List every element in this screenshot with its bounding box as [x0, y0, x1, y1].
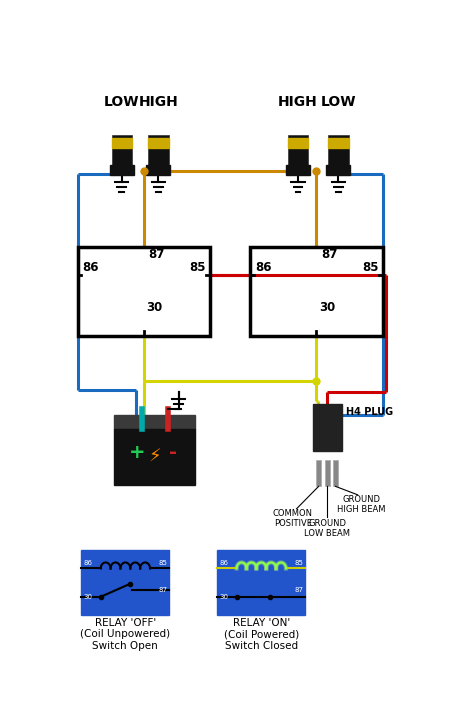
Text: GROUND
HIGH BEAM: GROUND HIGH BEAM — [337, 495, 385, 514]
Text: 86: 86 — [255, 261, 272, 274]
Text: LOW: LOW — [104, 95, 139, 108]
Bar — [78, 246, 210, 337]
Text: 30: 30 — [83, 594, 92, 600]
Bar — [114, 429, 195, 485]
Text: 85: 85 — [190, 261, 206, 274]
Text: HIGH: HIGH — [278, 95, 318, 108]
Text: 86: 86 — [82, 261, 99, 274]
Bar — [316, 459, 321, 486]
Text: 87: 87 — [159, 587, 168, 593]
Text: 85: 85 — [362, 261, 379, 274]
Text: RELAY 'OFF'
(Coil Unpowered)
Switch Open: RELAY 'OFF' (Coil Unpowered) Switch Open — [80, 618, 171, 651]
Bar — [110, 165, 134, 175]
Bar — [333, 459, 338, 486]
Bar — [288, 134, 308, 175]
Text: 87: 87 — [321, 249, 337, 262]
Bar — [325, 459, 330, 486]
Text: 87: 87 — [294, 587, 303, 593]
Bar — [327, 165, 350, 175]
Bar — [148, 137, 169, 148]
Bar — [286, 165, 310, 175]
Bar — [328, 137, 348, 148]
Text: -: - — [169, 443, 176, 462]
Text: 86: 86 — [219, 560, 228, 566]
Text: 85: 85 — [159, 560, 168, 566]
Text: GROUND
LOW BEAM: GROUND LOW BEAM — [304, 519, 350, 538]
Text: 30: 30 — [219, 594, 228, 600]
Bar — [146, 165, 170, 175]
Bar — [250, 246, 383, 337]
Text: HIGH: HIGH — [138, 95, 178, 108]
Text: RELAY 'ON'
(Coil Powered)
Switch Closed: RELAY 'ON' (Coil Powered) Switch Closed — [224, 618, 299, 651]
Text: ⚡: ⚡ — [148, 448, 161, 466]
Text: H4 PLUG: H4 PLUG — [346, 407, 393, 417]
Text: 87: 87 — [148, 249, 164, 262]
Bar — [114, 414, 195, 429]
Bar — [148, 134, 169, 175]
Bar — [82, 550, 169, 615]
Text: LOW: LOW — [321, 95, 356, 108]
Text: COMMON
POSITIVE: COMMON POSITIVE — [273, 509, 313, 528]
Text: 30: 30 — [146, 301, 163, 314]
Bar — [111, 134, 132, 175]
Bar — [288, 137, 308, 148]
Text: 85: 85 — [295, 560, 303, 566]
Text: 30: 30 — [319, 301, 336, 314]
Bar — [328, 134, 348, 175]
Text: +: + — [129, 443, 145, 462]
Text: 86: 86 — [83, 560, 92, 566]
Bar — [217, 550, 305, 615]
Bar — [111, 137, 132, 148]
Bar — [313, 403, 342, 451]
